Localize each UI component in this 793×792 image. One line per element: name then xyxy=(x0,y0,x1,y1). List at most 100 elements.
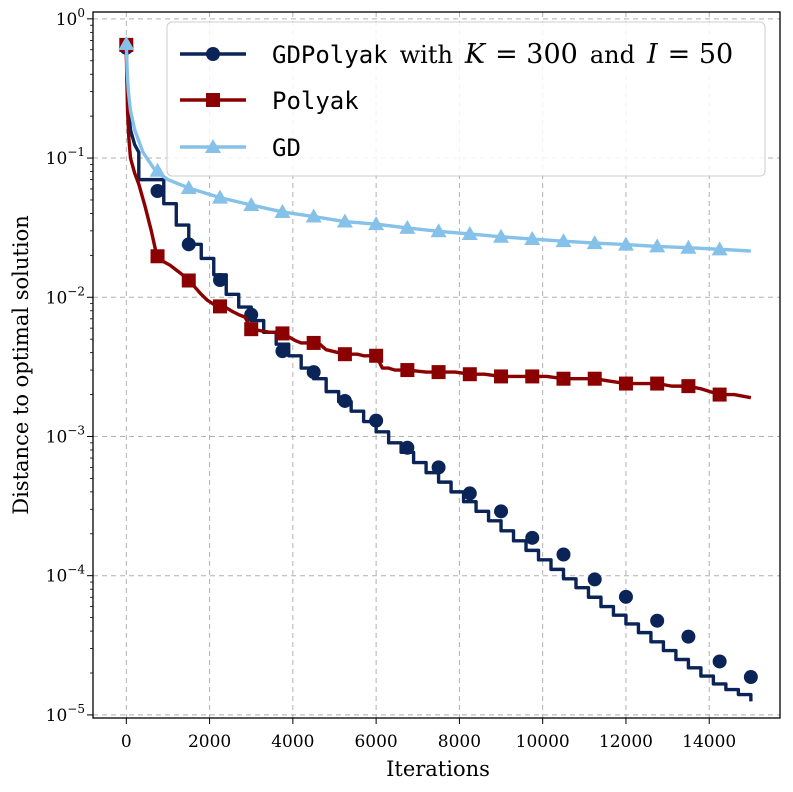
x-tick-label: 12000 xyxy=(599,732,653,752)
data-point xyxy=(525,530,540,545)
x-tick-label: 0 xyxy=(121,732,132,752)
data-point xyxy=(556,547,571,562)
data-point xyxy=(181,237,196,252)
data-point xyxy=(524,231,541,246)
data-point xyxy=(180,179,197,194)
data-point xyxy=(243,197,260,212)
series-2 xyxy=(118,35,751,256)
data-point xyxy=(399,219,416,234)
data-point xyxy=(711,241,728,256)
legend-label-polyak: Polyak xyxy=(272,87,359,115)
data-point xyxy=(493,228,510,243)
data-point xyxy=(712,387,727,402)
data-point xyxy=(212,299,227,314)
data-point xyxy=(431,460,446,475)
axes: 0 2000 4000 6000 8000 10000 12000 14000 100 10−1 1… xyxy=(46,6,737,752)
data-point xyxy=(369,348,384,363)
legend-label-with: with xyxy=(400,41,453,69)
legend-marker-gdpolyak xyxy=(206,47,220,61)
x-tick-label: 8000 xyxy=(438,732,481,752)
data-point xyxy=(649,238,666,253)
data-point xyxy=(274,203,291,218)
data-point xyxy=(275,326,290,341)
data-point xyxy=(400,363,415,378)
data-point xyxy=(430,223,447,238)
legend: GDPolyak with K = 300 and I = 50 Polyak … xyxy=(166,21,766,177)
legend-label-i-value: = 50 xyxy=(668,39,734,70)
data-point xyxy=(306,335,321,350)
legend-entry-gdpolyak: GDPolyak with K = 300 and I = 50 xyxy=(180,39,733,70)
data-point xyxy=(650,376,665,391)
legend-label-k-value: = 300 xyxy=(495,39,578,70)
y-tick-label: 10−1 xyxy=(46,145,85,169)
data-point xyxy=(431,365,446,380)
legend-marker-gd xyxy=(205,139,221,153)
data-point xyxy=(712,654,727,669)
data-point xyxy=(118,35,135,50)
data-point xyxy=(150,249,165,264)
series-area xyxy=(118,35,758,702)
x-tick-label: 2000 xyxy=(188,732,231,752)
data-point xyxy=(150,183,165,198)
y-tick-label: 10−3 xyxy=(46,423,85,447)
legend-entry-gd: GD xyxy=(180,134,301,162)
data-point xyxy=(244,307,259,322)
data-point xyxy=(211,189,228,204)
data-point xyxy=(617,236,634,251)
x-tick-label: 6000 xyxy=(354,732,397,752)
data-point xyxy=(525,369,540,384)
x-tick-label: 10000 xyxy=(516,732,570,752)
series-0 xyxy=(119,40,758,702)
data-point xyxy=(369,413,384,428)
data-point xyxy=(556,371,571,386)
x-axis-title: Iterations xyxy=(386,757,490,781)
y-tick-label: 100 xyxy=(56,6,85,30)
data-point xyxy=(400,440,415,455)
data-point xyxy=(650,613,665,628)
data-point xyxy=(305,208,322,223)
data-point xyxy=(337,347,352,362)
data-point xyxy=(618,589,633,604)
data-point xyxy=(181,273,196,288)
data-point xyxy=(244,322,259,337)
y-tick-label: 10−2 xyxy=(46,284,85,308)
y-tick-label: 10−5 xyxy=(46,702,85,726)
legend-label-k: K xyxy=(464,39,487,70)
x-tick-label: 14000 xyxy=(682,732,736,752)
data-point xyxy=(587,572,602,587)
legend-marker-polyak xyxy=(206,93,220,107)
svg-text:GDPolyak with: GDPolyak with K = 300 and I = 50 xyxy=(272,39,733,70)
x-tick-label: 4000 xyxy=(271,732,314,752)
data-point xyxy=(149,162,166,177)
legend-box xyxy=(166,21,766,177)
series-1 xyxy=(119,37,752,402)
legend-entry-polyak: Polyak xyxy=(180,87,359,115)
data-point xyxy=(212,273,227,288)
legend-label-gdpolyak-name: GDPolyak xyxy=(272,41,388,69)
data-point xyxy=(368,216,385,231)
data-point xyxy=(462,367,477,382)
legend-label-and: and xyxy=(590,41,635,69)
data-point xyxy=(336,213,353,228)
legend-label-gd: GD xyxy=(272,134,301,162)
data-point xyxy=(306,365,321,380)
y-tick-label: 10−4 xyxy=(46,563,86,587)
data-point xyxy=(587,371,602,386)
data-point xyxy=(586,235,603,250)
data-point xyxy=(681,379,696,394)
data-point xyxy=(494,369,509,384)
data-point xyxy=(555,233,572,248)
data-point xyxy=(337,393,352,408)
data-point xyxy=(680,239,697,254)
data-point xyxy=(461,225,478,240)
plot-frame xyxy=(92,11,781,719)
y-axis-title: Distance to optimal solution xyxy=(9,215,33,515)
data-point xyxy=(618,376,633,391)
legend-label-i: I xyxy=(646,39,659,70)
data-point xyxy=(681,629,696,644)
data-point xyxy=(275,344,290,359)
data-point xyxy=(743,670,758,685)
data-point xyxy=(494,504,509,519)
data-point xyxy=(462,486,477,501)
